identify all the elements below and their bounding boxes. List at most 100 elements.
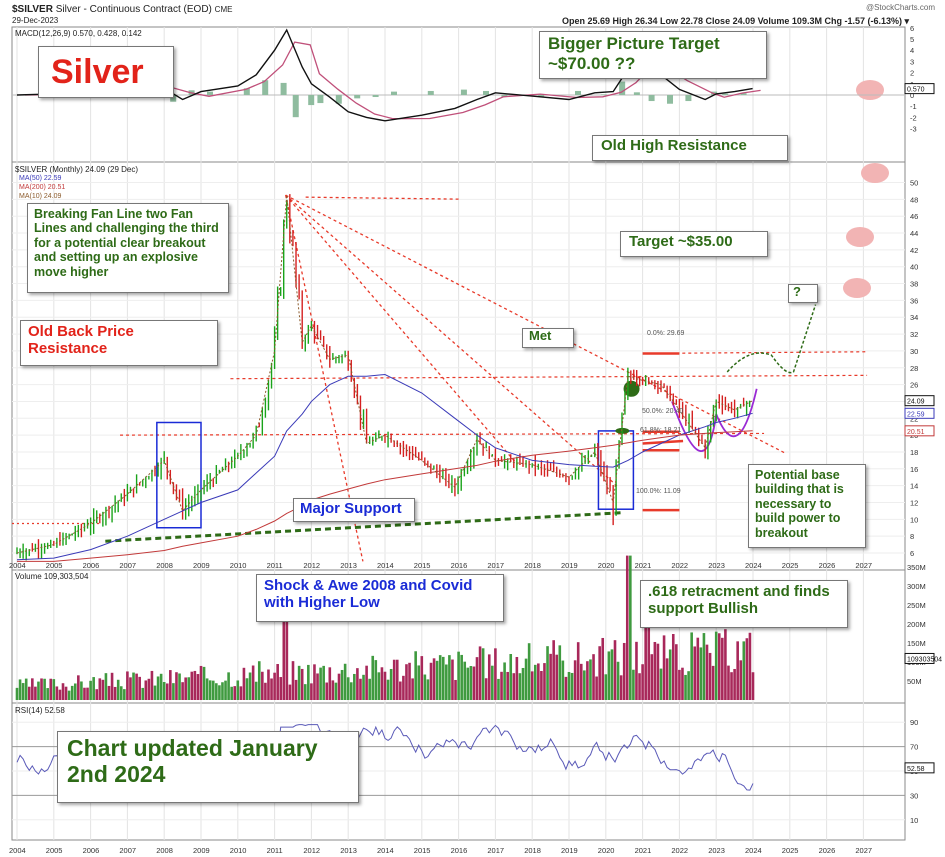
question-callout: ? (788, 284, 818, 303)
macd-histogram-bar (600, 94, 607, 95)
volume-bar (730, 672, 733, 700)
year-tick-label: 2010 (230, 846, 247, 855)
volume-bar (635, 641, 638, 700)
value-tag-box (904, 652, 935, 664)
price-tick-label: 42 (910, 246, 918, 255)
volume-bar (739, 660, 743, 700)
volume-bar (156, 676, 160, 700)
volume-bar (484, 678, 488, 700)
price-tick-label: 48 (910, 195, 918, 204)
macd-histogram-bar (483, 90, 489, 95)
year-tick-label: 2020 (598, 561, 615, 570)
volume-bar (592, 654, 595, 700)
macd-tick-label: 4 (910, 46, 914, 55)
price-tick-label: 38 (910, 280, 918, 289)
volume-bar (610, 649, 614, 700)
fan-line (285, 195, 364, 562)
year-tick-label: 2023 (708, 561, 725, 570)
back-resistance-line (120, 432, 765, 436)
year-tick-label: 2014 (377, 561, 394, 570)
macd-histogram-bar (292, 95, 299, 118)
volume-bar (561, 660, 565, 700)
volume-bar (411, 678, 414, 700)
volume-bar (73, 683, 77, 700)
volume-bar (466, 667, 470, 700)
year-tick-label: 2004 (9, 561, 26, 570)
volume-bar (334, 682, 338, 700)
volume-bar (573, 660, 577, 700)
price-tick-label: 12 (910, 498, 918, 507)
volume-bar (751, 672, 755, 700)
price-tick-label: 10 (910, 515, 918, 524)
volume-bar (395, 659, 399, 700)
volume-bar (248, 672, 252, 700)
volume-bar (463, 661, 467, 700)
year-tick-label: 2013 (340, 561, 357, 570)
volume-bar (24, 678, 28, 700)
volume-bar (313, 664, 316, 700)
volume-bar (724, 629, 727, 700)
volume-bar (242, 667, 246, 700)
volume-bar (245, 678, 249, 700)
volume-bar (101, 679, 105, 700)
price-tick-label: 30 (910, 347, 918, 356)
volume-bar (282, 612, 286, 700)
old-high-callout: Old High Resistance (592, 135, 788, 161)
volume-bar (184, 677, 187, 700)
target-ellipse (856, 80, 884, 100)
volume-bar (705, 644, 709, 700)
volume-bar (622, 642, 626, 700)
volume-bar (638, 673, 641, 700)
volume-bar (113, 686, 117, 700)
year-tick-label: 2009 (193, 561, 210, 570)
ma10-label: MA(10) 24.09 (19, 193, 62, 200)
rsi-tick-label: 90 (910, 718, 918, 727)
year-tick-label: 2021 (635, 846, 652, 855)
year-tick-label: 2015 (414, 846, 431, 855)
year-tick-label: 2026 (819, 561, 836, 570)
price-tick-label: 44 (910, 229, 918, 238)
price-tick-label: 50 (910, 179, 918, 188)
volume-bar (515, 656, 519, 700)
volume-bar (316, 673, 319, 700)
volume-bar (518, 673, 522, 700)
volume-bar (83, 687, 86, 700)
volume-bar (702, 633, 706, 700)
volume-bar (653, 641, 657, 700)
rsi-label: RSI(14) 52.58 (15, 706, 65, 715)
volume-bar (89, 680, 92, 700)
volume-bar (386, 679, 390, 700)
value-tag-box (904, 762, 935, 774)
volume-bar (389, 668, 393, 700)
year-tick-label: 2007 (119, 561, 136, 570)
silver-title-callout: Silver (38, 46, 174, 98)
volume-bar (193, 670, 197, 700)
volume-bar (632, 669, 635, 700)
volume-bar (668, 649, 672, 700)
volume-bar (346, 677, 350, 700)
price-tick-label: 40 (910, 263, 918, 272)
volume-bar (110, 672, 114, 700)
volume-bar (546, 646, 549, 700)
volume-bar (129, 677, 132, 700)
volume-bar (555, 654, 559, 700)
macd-histogram-bar (538, 95, 545, 98)
macd-histogram-bar (391, 91, 397, 95)
volume-bar (598, 646, 601, 700)
fan-line (285, 194, 787, 455)
volume-bar (218, 685, 221, 700)
ma10-line (16, 195, 753, 554)
volume-bar (365, 665, 368, 700)
volume-bar (662, 635, 666, 700)
volume-bar (162, 682, 166, 700)
price-tick-label: 32 (910, 330, 918, 339)
macd-histogram-bar (685, 95, 692, 102)
description: Silver - Continuous Contract (EOD) (55, 4, 212, 15)
volume-bar (77, 675, 80, 700)
rsi-tick-label: 30 (910, 791, 918, 800)
price-tick-label: 16 (910, 465, 918, 474)
volume-bar (291, 661, 295, 700)
price-label: $SILVER (Monthly) 24.09 (29 Dec) (15, 165, 139, 174)
volume-bar (211, 680, 215, 700)
year-tick-label: 2018 (524, 846, 541, 855)
